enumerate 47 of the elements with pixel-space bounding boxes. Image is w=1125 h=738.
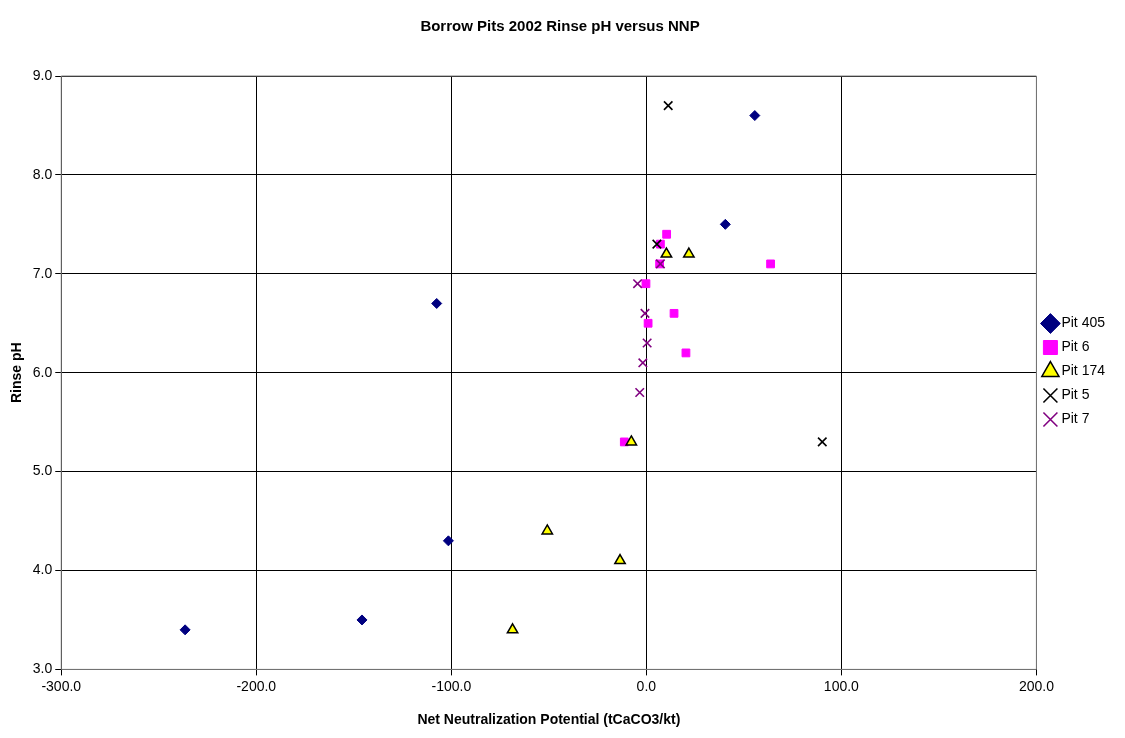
point (682, 247, 695, 258)
x-tick-label: 0.0 (636, 677, 657, 694)
point (506, 623, 519, 634)
point (639, 308, 651, 319)
chart-title: Borrow Pits 2002 Rinse pH versus NNP (420, 17, 700, 35)
point (637, 357, 648, 368)
point (669, 308, 679, 318)
point (766, 259, 775, 269)
point (662, 229, 672, 239)
y-tick-label: 7.0 (32, 264, 53, 281)
point (642, 337, 653, 349)
point (663, 100, 674, 111)
point (719, 218, 731, 230)
legend-label: Pit 5 (1061, 386, 1090, 403)
x-tick-label: 100.0 (823, 677, 860, 694)
point (817, 436, 828, 447)
point (634, 387, 645, 398)
point (749, 110, 761, 122)
x-tick-label: -100.0 (431, 677, 472, 694)
point (356, 614, 368, 626)
point (179, 624, 191, 636)
y-tick-label: 8.0 (32, 165, 53, 182)
y-tick-label: 4.0 (32, 561, 53, 578)
point (442, 535, 454, 547)
point (625, 435, 638, 446)
x-tick-label: 200.0 (1018, 677, 1055, 694)
point (632, 278, 643, 289)
point (614, 553, 626, 565)
point (681, 348, 691, 358)
legend-label: Pit 7 (1061, 410, 1090, 427)
x-tick-label: -300.0 (41, 677, 82, 694)
point (541, 524, 554, 535)
legend-label: Pit 6 (1061, 338, 1090, 355)
point (431, 297, 443, 309)
y-tick-label: 6.0 (32, 363, 53, 380)
point (643, 318, 653, 328)
point (651, 239, 662, 250)
point (641, 279, 651, 289)
y-tick-label: 3.0 (32, 660, 53, 677)
y-axis-title: Rinse pH (8, 342, 25, 404)
y-tick-label: 5.0 (32, 462, 53, 479)
legend-label: Pit 174 (1061, 362, 1106, 379)
y-tick-label: 9.0 (32, 66, 53, 83)
legend-label: Pit 405 (1061, 314, 1106, 331)
point (660, 247, 673, 258)
x-tick-label: -200.0 (236, 677, 277, 694)
x-axis-title: Net Neutralization Potential (tCaCO3/kt) (417, 711, 681, 728)
